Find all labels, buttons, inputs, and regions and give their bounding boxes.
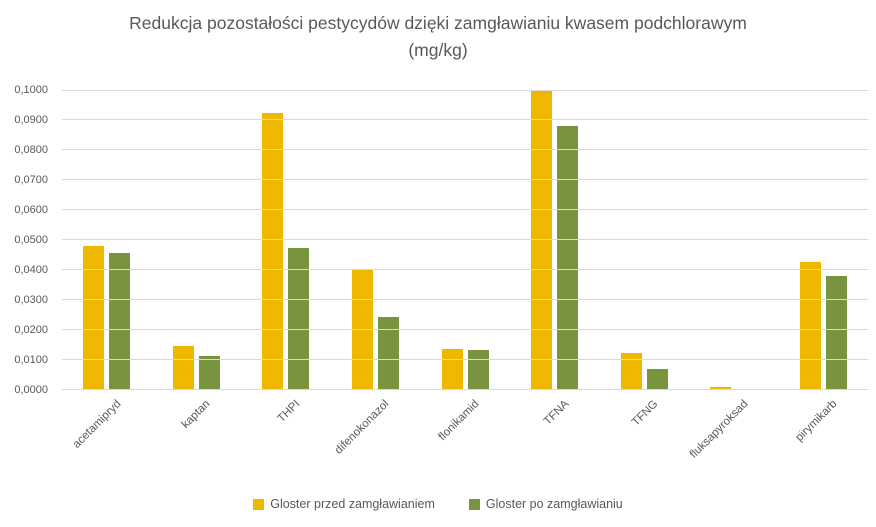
x-tick-label-acetamipryd: acetamipryd bbox=[70, 398, 124, 451]
bar-po-TFNG bbox=[646, 369, 668, 390]
gridline bbox=[62, 149, 868, 150]
gridline bbox=[62, 359, 868, 360]
bar-group-flonikamid bbox=[420, 90, 510, 390]
y-tick-label: 0,0000 bbox=[14, 384, 48, 396]
bar-po-pirymikarb bbox=[825, 275, 847, 390]
bar-po-THPI bbox=[288, 247, 310, 390]
bar-po-flonikamid bbox=[467, 349, 489, 390]
x-tick-label-flonikamid: flonikamid bbox=[436, 398, 482, 444]
bar-groups bbox=[62, 90, 868, 390]
y-tick-label: 0,1000 bbox=[14, 84, 48, 96]
bar-przed-fluksapyroksad bbox=[710, 387, 732, 390]
bar-group-TFNA bbox=[510, 90, 600, 390]
plot-area bbox=[62, 90, 868, 390]
y-tick-label: 0,0400 bbox=[14, 264, 48, 276]
x-tick-label-TFNA: TFNA bbox=[541, 398, 572, 428]
legend-item-po: Gloster po zamgławianiu bbox=[468, 497, 623, 511]
bar-group-pirymikarb bbox=[779, 90, 869, 390]
bar-group-kaptan bbox=[152, 90, 242, 390]
legend-swatch-przed bbox=[253, 498, 265, 510]
bar-group-acetamipryd bbox=[62, 90, 152, 390]
bar-przed-THPI bbox=[262, 113, 284, 390]
bar-przed-acetamipryd bbox=[83, 246, 105, 390]
y-tick-label: 0,0300 bbox=[14, 294, 48, 306]
legend-swatch-po bbox=[468, 498, 480, 510]
legend-item-przed: Gloster przed zamgławianiem bbox=[253, 497, 435, 511]
gridline bbox=[62, 239, 868, 240]
y-tick-label: 0,0100 bbox=[14, 354, 48, 366]
bar-po-kaptan bbox=[198, 356, 220, 390]
gridline bbox=[62, 329, 868, 330]
bar-group-TFNG bbox=[599, 90, 689, 390]
y-tick-label: 0,0600 bbox=[14, 204, 48, 216]
gridline bbox=[62, 209, 868, 210]
gridline bbox=[62, 389, 868, 390]
gridline bbox=[62, 179, 868, 180]
x-tick-label-THPI: THPI bbox=[275, 398, 303, 426]
bar-przed-pirymikarb bbox=[799, 261, 821, 390]
x-tick-label-pirymikarb: pirymikarb bbox=[793, 398, 840, 444]
bar-po-difenokonazol bbox=[377, 316, 399, 390]
x-axis-category-labels: acetamipryd kaptan THPI difenokonazol flonik… bbox=[62, 398, 868, 488]
y-tick-label: 0,0800 bbox=[14, 144, 48, 156]
gridline bbox=[62, 269, 868, 270]
y-tick-label: 0,0900 bbox=[14, 114, 48, 126]
y-tick-label: 0,0500 bbox=[14, 234, 48, 246]
chart-title: Redukcja pozostałości pestycydów dzięki … bbox=[129, 13, 747, 61]
gridline bbox=[62, 299, 868, 300]
legend-label-po: Gloster po zamgławianiu bbox=[485, 497, 623, 511]
x-tick-label-kaptan: kaptan bbox=[179, 398, 213, 431]
x-tick-label-TFNG: TFNG bbox=[629, 398, 661, 429]
gridline bbox=[62, 90, 868, 91]
bar-przed-TFNA bbox=[531, 90, 553, 390]
bar-po-TFNA bbox=[557, 126, 579, 390]
bar-przed-flonikamid bbox=[441, 348, 463, 390]
y-tick-label: 0,0700 bbox=[14, 174, 48, 186]
x-tick-label-difenokonazol: difenokonazol bbox=[333, 398, 392, 457]
bar-przed-TFNG bbox=[620, 353, 642, 390]
legend: Gloster przed zamgławianiem Gloster po z… bbox=[0, 497, 876, 511]
x-tick-label-fluksapyroksad: fluksapyroksad bbox=[687, 398, 751, 461]
bar-group-difenokonazol bbox=[331, 90, 421, 390]
chart-region: 0,0000 0,0100 0,0200 0,0300 0,0400 0,0500 0,06… bbox=[0, 84, 876, 396]
gridline bbox=[62, 119, 868, 120]
y-tick-label: 0,0200 bbox=[14, 324, 48, 336]
bar-po-acetamipryd bbox=[109, 252, 131, 390]
bar-group-fluksapyroksad bbox=[689, 90, 779, 390]
legend-label-przed: Gloster przed zamgławianiem bbox=[270, 497, 435, 511]
bar-group-THPI bbox=[241, 90, 331, 390]
bar-przed-difenokonazol bbox=[351, 270, 373, 390]
bar-przed-kaptan bbox=[172, 346, 194, 390]
